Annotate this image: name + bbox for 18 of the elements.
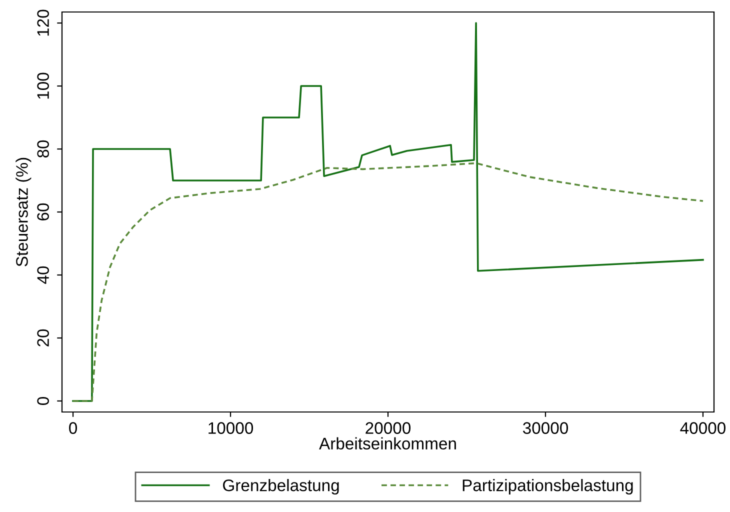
x-axis-title: Arbeitseinkommen [319,437,456,450]
x-tick-label: 40000 [680,422,726,434]
y-tick-label: 20 [37,329,49,346]
x-tick-label: 10000 [208,422,254,434]
y-tick-label: 60 [37,203,49,220]
legend-label: Grenzbelastung [223,479,339,495]
y-tick-label: 40 [37,266,49,284]
line-series [72,22,704,402]
x-tick-label: 0 [69,422,78,434]
x-tick-label: 30000 [522,422,568,434]
y-tick-label: 100 [37,72,49,99]
legend-label: Partizipationsbelastung [462,479,633,495]
y-tick-label: 80 [37,140,49,158]
y-tick-label: 120 [37,10,49,36]
line-series [72,162,704,402]
y-tick-label: 0 [37,396,49,405]
x-tick-label: 20000 [366,422,411,434]
y-axis-title: Steuersatz (%) [16,158,32,266]
